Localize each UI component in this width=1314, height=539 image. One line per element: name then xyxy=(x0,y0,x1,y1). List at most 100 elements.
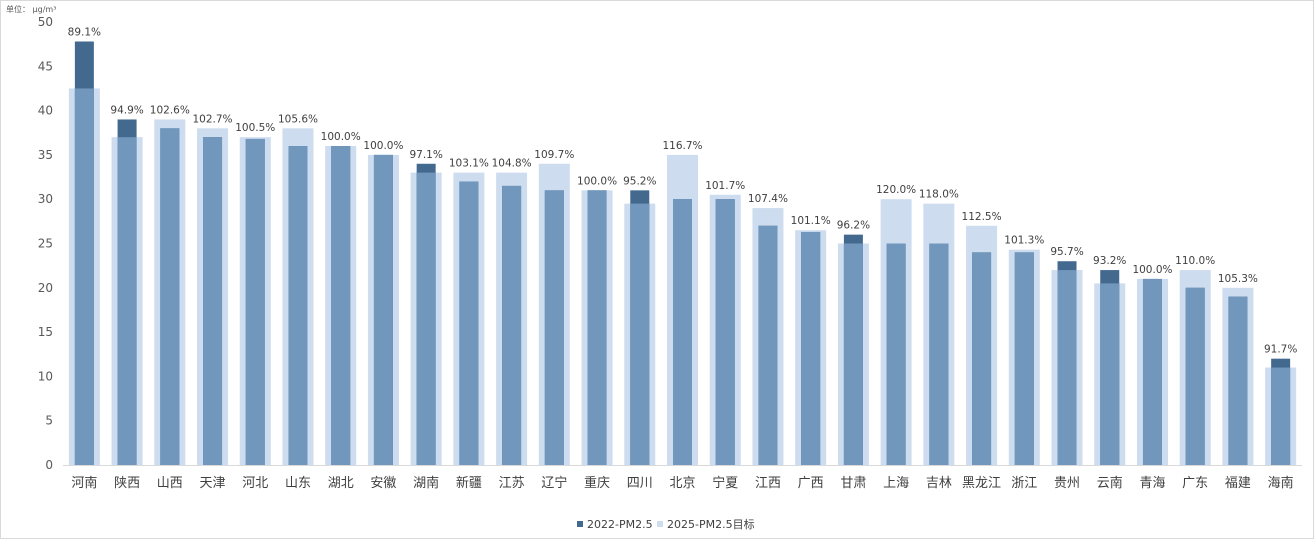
y-tick-label: 30 xyxy=(38,192,53,206)
x-category-label: 重庆 xyxy=(584,475,610,491)
bar-overlap xyxy=(416,172,436,465)
data-label: 96.2% xyxy=(837,220,870,232)
y-tick-label: 20 xyxy=(38,281,53,295)
x-category-label: 辽宁 xyxy=(541,475,567,491)
x-category-label: 宁夏 xyxy=(712,475,738,491)
x-category-label: 天津 xyxy=(200,476,226,491)
unit-label: 单位： μg/m³ xyxy=(6,4,56,14)
x-category-label: 黑龙江 xyxy=(962,476,1001,491)
x-category-label: 江西 xyxy=(755,476,781,491)
bar-overlap xyxy=(544,190,564,465)
legend-swatch xyxy=(577,521,583,527)
y-tick-label: 35 xyxy=(38,148,53,162)
legend-label: 2022-PM2.5 xyxy=(587,518,653,531)
x-category-label: 广西 xyxy=(798,476,824,491)
data-label: 100.5% xyxy=(235,122,275,134)
x-category-label: 甘肃 xyxy=(840,476,866,491)
data-label: 118.0% xyxy=(919,189,959,201)
x-category-label: 北京 xyxy=(669,476,695,491)
y-tick-label: 50 xyxy=(38,15,53,29)
data-label: 101.1% xyxy=(791,215,831,227)
bar-overlap xyxy=(1057,270,1077,465)
data-label: 91.7% xyxy=(1264,344,1297,356)
data-label: 101.7% xyxy=(705,180,745,192)
y-tick-label: 45 xyxy=(38,59,53,73)
x-category-label: 浙江 xyxy=(1011,476,1037,491)
y-tick-label: 40 xyxy=(38,104,53,118)
data-label: 100.0% xyxy=(363,140,403,152)
data-label: 103.1% xyxy=(449,158,489,170)
data-label: 102.6% xyxy=(150,104,190,116)
x-category-label: 上海 xyxy=(883,476,909,491)
bar-overlap xyxy=(1014,252,1034,465)
bar-overlap xyxy=(74,88,94,465)
x-category-label: 福建 xyxy=(1225,476,1251,491)
data-label: 109.7% xyxy=(534,149,574,161)
bar-overlap xyxy=(758,225,778,465)
data-label: 89.1% xyxy=(68,26,101,38)
bar-overlap xyxy=(1271,367,1291,465)
x-category-label: 云南 xyxy=(1097,475,1123,491)
bar-overlap xyxy=(245,138,265,465)
x-category-label: 陕西 xyxy=(114,476,140,491)
x-category-label: 青海 xyxy=(1139,476,1165,491)
y-tick-label: 10 xyxy=(38,369,53,383)
x-category-label: 吉林 xyxy=(926,476,952,491)
x-category-label: 贵州 xyxy=(1054,476,1080,491)
x-category-label: 河北 xyxy=(242,476,268,491)
data-label: 105.6% xyxy=(278,113,318,125)
bar-overlap xyxy=(203,137,223,465)
data-label: 112.5% xyxy=(962,211,1002,223)
data-label: 101.3% xyxy=(1004,235,1044,247)
data-label: 110.0% xyxy=(1175,255,1215,267)
legend-swatch xyxy=(657,521,663,527)
y-tick-label: 15 xyxy=(38,325,53,339)
bar-overlap xyxy=(929,243,949,465)
bar-overlap xyxy=(288,146,308,466)
data-label: 102.7% xyxy=(193,113,233,125)
data-label: 100.0% xyxy=(577,175,617,187)
x-category-label: 海南 xyxy=(1268,475,1294,491)
x-category-label: 四川 xyxy=(627,476,653,491)
data-label: 94.9% xyxy=(110,104,143,116)
bar-overlap xyxy=(1185,287,1205,465)
bar-overlap xyxy=(1228,296,1248,465)
x-category-label: 新疆 xyxy=(456,475,482,491)
data-label: 97.1% xyxy=(409,149,442,161)
legend-label: 2025-PM2.5目标 xyxy=(667,517,755,531)
x-axis-categories: 河南 陕西 山西 天津 河北 山东 湖北 安徽 湖南 新疆 江苏 辽宁 重庆 四川 北京 宁夏 江西 广西 甘肃 上海… xyxy=(71,475,1293,491)
bar-overlap xyxy=(886,243,906,465)
data-label: 100.0% xyxy=(321,131,361,143)
bar-overlap xyxy=(373,154,393,465)
data-label: 100.0% xyxy=(1132,264,1172,276)
bar-overlap xyxy=(673,199,692,465)
bar-overlap xyxy=(843,243,863,465)
bar-overlap xyxy=(801,231,821,465)
bar-overlap xyxy=(459,181,479,466)
data-label: 95.7% xyxy=(1050,246,1083,258)
bar-overlap xyxy=(587,190,607,465)
x-category-label: 湖北 xyxy=(328,476,354,491)
x-category-label: 江苏 xyxy=(499,475,525,491)
y-axis-ticks: 0 5 10 15 20 25 30 35 40 45 50 xyxy=(38,15,53,472)
bar-overlap xyxy=(331,146,351,466)
bar-overlap xyxy=(1100,283,1120,465)
data-label: 120.0% xyxy=(876,184,916,196)
x-category-label: 安徽 xyxy=(370,476,396,491)
y-tick-label: 5 xyxy=(45,414,53,428)
y-tick-label: 0 xyxy=(45,458,53,472)
legend: 2022-PM2.5 2025-PM2.5目标 xyxy=(577,517,755,531)
bar-overlap xyxy=(715,199,735,465)
bar-overlap xyxy=(1142,278,1162,465)
bars xyxy=(68,41,1297,466)
bar-overlap xyxy=(160,128,180,465)
x-category-label: 山西 xyxy=(157,476,183,491)
bar-overlap xyxy=(972,252,992,465)
bar-overlap xyxy=(630,203,650,465)
data-labels: 89.1%94.9% 102.6%102.7%100.5%105.6%100.0%… xyxy=(68,26,1298,355)
y-tick-label: 25 xyxy=(38,237,53,251)
x-category-label: 广东 xyxy=(1182,476,1208,491)
data-label: 95.2% xyxy=(623,175,656,187)
x-category-label: 湖南 xyxy=(413,475,439,491)
